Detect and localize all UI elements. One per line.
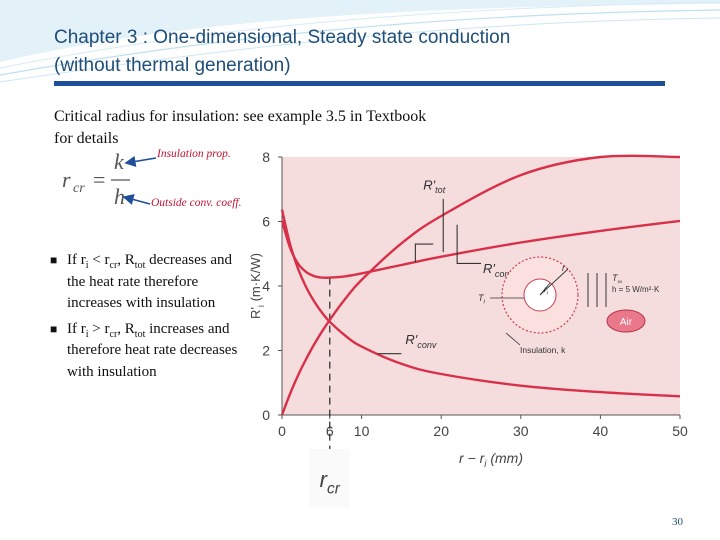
- x-tick-label: 50: [672, 423, 688, 439]
- series-line-r-tot: [280, 219, 681, 279]
- annotation-insulation-prop: Insulation prop.: [157, 148, 231, 160]
- inset-r-line: [539, 268, 569, 296]
- subtitle-line-1: Critical radius for insulation: see exam…: [54, 108, 427, 125]
- annotation-outside-conv-coeff: Outside conv. coeff.: [151, 197, 242, 209]
- y-tick-label: 8: [262, 149, 270, 165]
- slide-title-line-2: (without thermal generation): [54, 55, 291, 76]
- inset-r-label: r: [562, 263, 566, 273]
- y-axis-label: R'i (m·K/W): [248, 253, 266, 319]
- x-tick-label: 10: [354, 423, 370, 439]
- series-r-conv-label: R'conv: [405, 332, 437, 350]
- series-r-cond-label: R'cond: [483, 261, 516, 279]
- bullet-list: ■ If ri < rcr, Rtot decreases and the he…: [48, 250, 248, 383]
- series-r-tot-callout-line: [414, 243, 434, 263]
- slide-subtitle: Critical radius for insulation: see exam…: [54, 106, 574, 150]
- formula-lhs: r: [62, 167, 71, 192]
- bullet-item-1: ■ If ri < rcr, Rtot decreases and the he…: [50, 252, 232, 311]
- x-tick-label: 30: [513, 423, 529, 439]
- inset-ti-label: Ti: [478, 293, 486, 306]
- x-tick-label: 6: [326, 423, 334, 439]
- slide-title-line-1: Chapter 3 : One-dimensional, Steady stat…: [54, 27, 511, 48]
- inset-h-label: h = 5 W/m²·K: [612, 285, 660, 294]
- slide-title: Chapter 3 : One-dimensional, Steady stat…: [54, 24, 674, 80]
- bullet-square-icon: ■: [50, 321, 58, 336]
- x-tick-label: 40: [593, 423, 609, 439]
- inset-air-label: Air: [620, 317, 633, 328]
- critical-radius-formula: r cr = k h: [62, 149, 130, 209]
- title-underline-bar: [54, 81, 665, 86]
- bullet-item-2: ■ If ri > rcr, Rtot increases and theref…: [50, 320, 238, 380]
- y-tick-label: 0: [262, 407, 270, 423]
- page-number: 30: [672, 516, 683, 528]
- formula-lhs-sub: cr: [73, 181, 85, 196]
- inset-air-cloud-icon: [606, 309, 646, 333]
- plot-background: [282, 157, 680, 415]
- x-tick-label: 0: [278, 423, 286, 439]
- formula-denominator: h: [114, 184, 125, 209]
- rcr-label-box: [309, 449, 350, 507]
- y-tick-label: 2: [262, 343, 270, 359]
- rcr-axis-label: rcr: [320, 467, 341, 498]
- y-tick-label: 6: [262, 214, 270, 230]
- inset-tinf-label: T∞: [612, 273, 623, 286]
- formula-equals: =: [93, 167, 105, 192]
- inset-insulation-label: Insulation, k: [520, 345, 566, 355]
- subtitle-line-2: for details: [54, 130, 119, 147]
- series-r-tot-label: R'tot: [423, 177, 445, 195]
- series-line-r-cond: [280, 154, 681, 416]
- resistance-chart: 0 2 4 6 8 0 10 20 30 40 50 6 R'i (m·K/W) r − ri (mm) r…: [248, 149, 688, 507]
- y-tick-label: 4: [262, 278, 270, 294]
- x-tick-label: 20: [433, 423, 449, 439]
- bullet-square-icon: ■: [50, 253, 58, 267]
- series-line-r-conv: [280, 209, 681, 398]
- inset-ri-label: ri: [544, 285, 549, 296]
- formula-numerator: k: [114, 149, 125, 174]
- decorative-header-wave: [0, 0, 720, 83]
- x-axis-label: r − ri (mm): [459, 450, 523, 470]
- inset-insulation-pointer: [505, 332, 521, 346]
- series-r-cond-callout-line: [456, 224, 481, 264]
